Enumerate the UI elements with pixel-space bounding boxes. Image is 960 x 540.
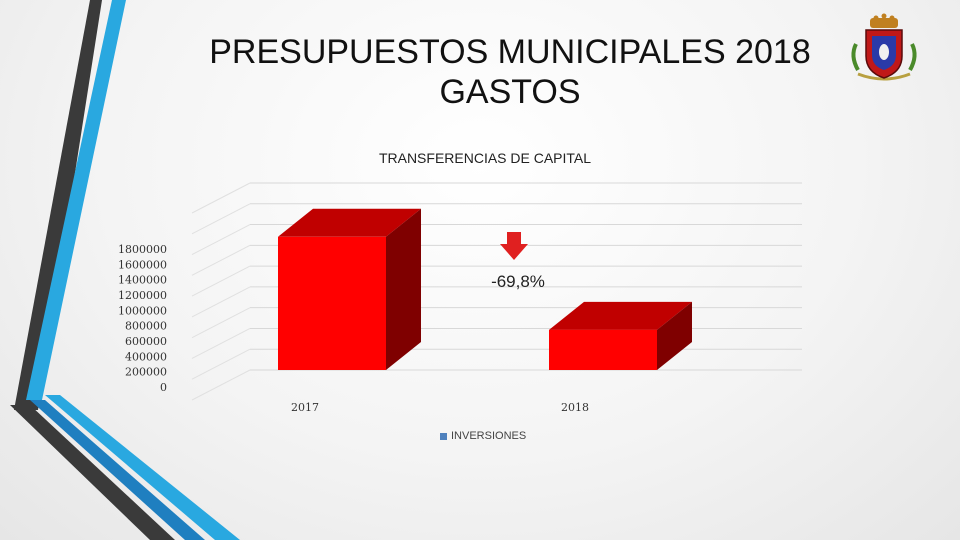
y-tick-label: 1000000 [118, 304, 167, 317]
legend-label: INVERSIONES [451, 430, 527, 442]
gridline-side [191, 348, 251, 380]
y-tick-label: 600000 [125, 335, 167, 348]
slide-title-line2: GASTOS [439, 73, 581, 111]
gridline-side [191, 265, 251, 297]
chart-legend: INVERSIONES [440, 430, 526, 442]
y-tick-label: 200000 [125, 366, 167, 379]
coat-of-arms-icon [851, 13, 917, 81]
slide-title-line1: PRESUPUESTOS MUNICIPALES 2018 [209, 33, 811, 71]
gridline-side [191, 182, 251, 214]
slide-title: PRESUPUESTOS MUNICIPALES 2018 GASTOS [170, 32, 850, 112]
x-tick-label: 2018 [561, 401, 589, 414]
stripe-light-blue [26, 0, 126, 400]
gridline-side [191, 307, 251, 339]
x-axis-ticks: 2017 2018 [291, 401, 589, 414]
gridline-side [191, 369, 251, 401]
stripe-light-diagonal [45, 395, 240, 540]
y-tick-label: 800000 [125, 320, 167, 333]
y-tick-label: 1400000 [118, 274, 167, 287]
y-axis-ticks: 1800000 1600000 1400000 1200000 1000000 80000… [118, 243, 167, 394]
y-tick-label: 400000 [125, 350, 167, 363]
gridline-side [191, 328, 251, 359]
chart-title: TRANSFERENCIAS DE CAPITAL [378, 150, 592, 166]
gridline-side [191, 286, 251, 318]
stripe-blue-diagonal [30, 400, 205, 540]
bar-side [657, 301, 692, 370]
stripe-dark [14, 0, 102, 410]
y-tick-label: 0 [160, 381, 167, 394]
down-arrow-icon [500, 232, 528, 260]
bar-top [278, 208, 421, 237]
change-annotation: -69,8% [491, 272, 545, 291]
legend-swatch [440, 432, 447, 440]
bar-top [549, 301, 692, 330]
gridline-side [191, 224, 251, 255]
y-tick-label: 1600000 [118, 258, 167, 271]
stripe-dark-diagonal [10, 405, 175, 540]
bar-2018 [549, 329, 657, 370]
bar-2017 [278, 236, 386, 370]
chart-bars [278, 208, 692, 370]
y-tick-label: 1800000 [118, 243, 167, 256]
bar-side [386, 208, 421, 370]
x-tick-label: 2017 [291, 401, 319, 414]
gridline-side [191, 244, 251, 276]
y-tick-label: 1200000 [118, 289, 167, 302]
gridline-side [191, 203, 251, 235]
